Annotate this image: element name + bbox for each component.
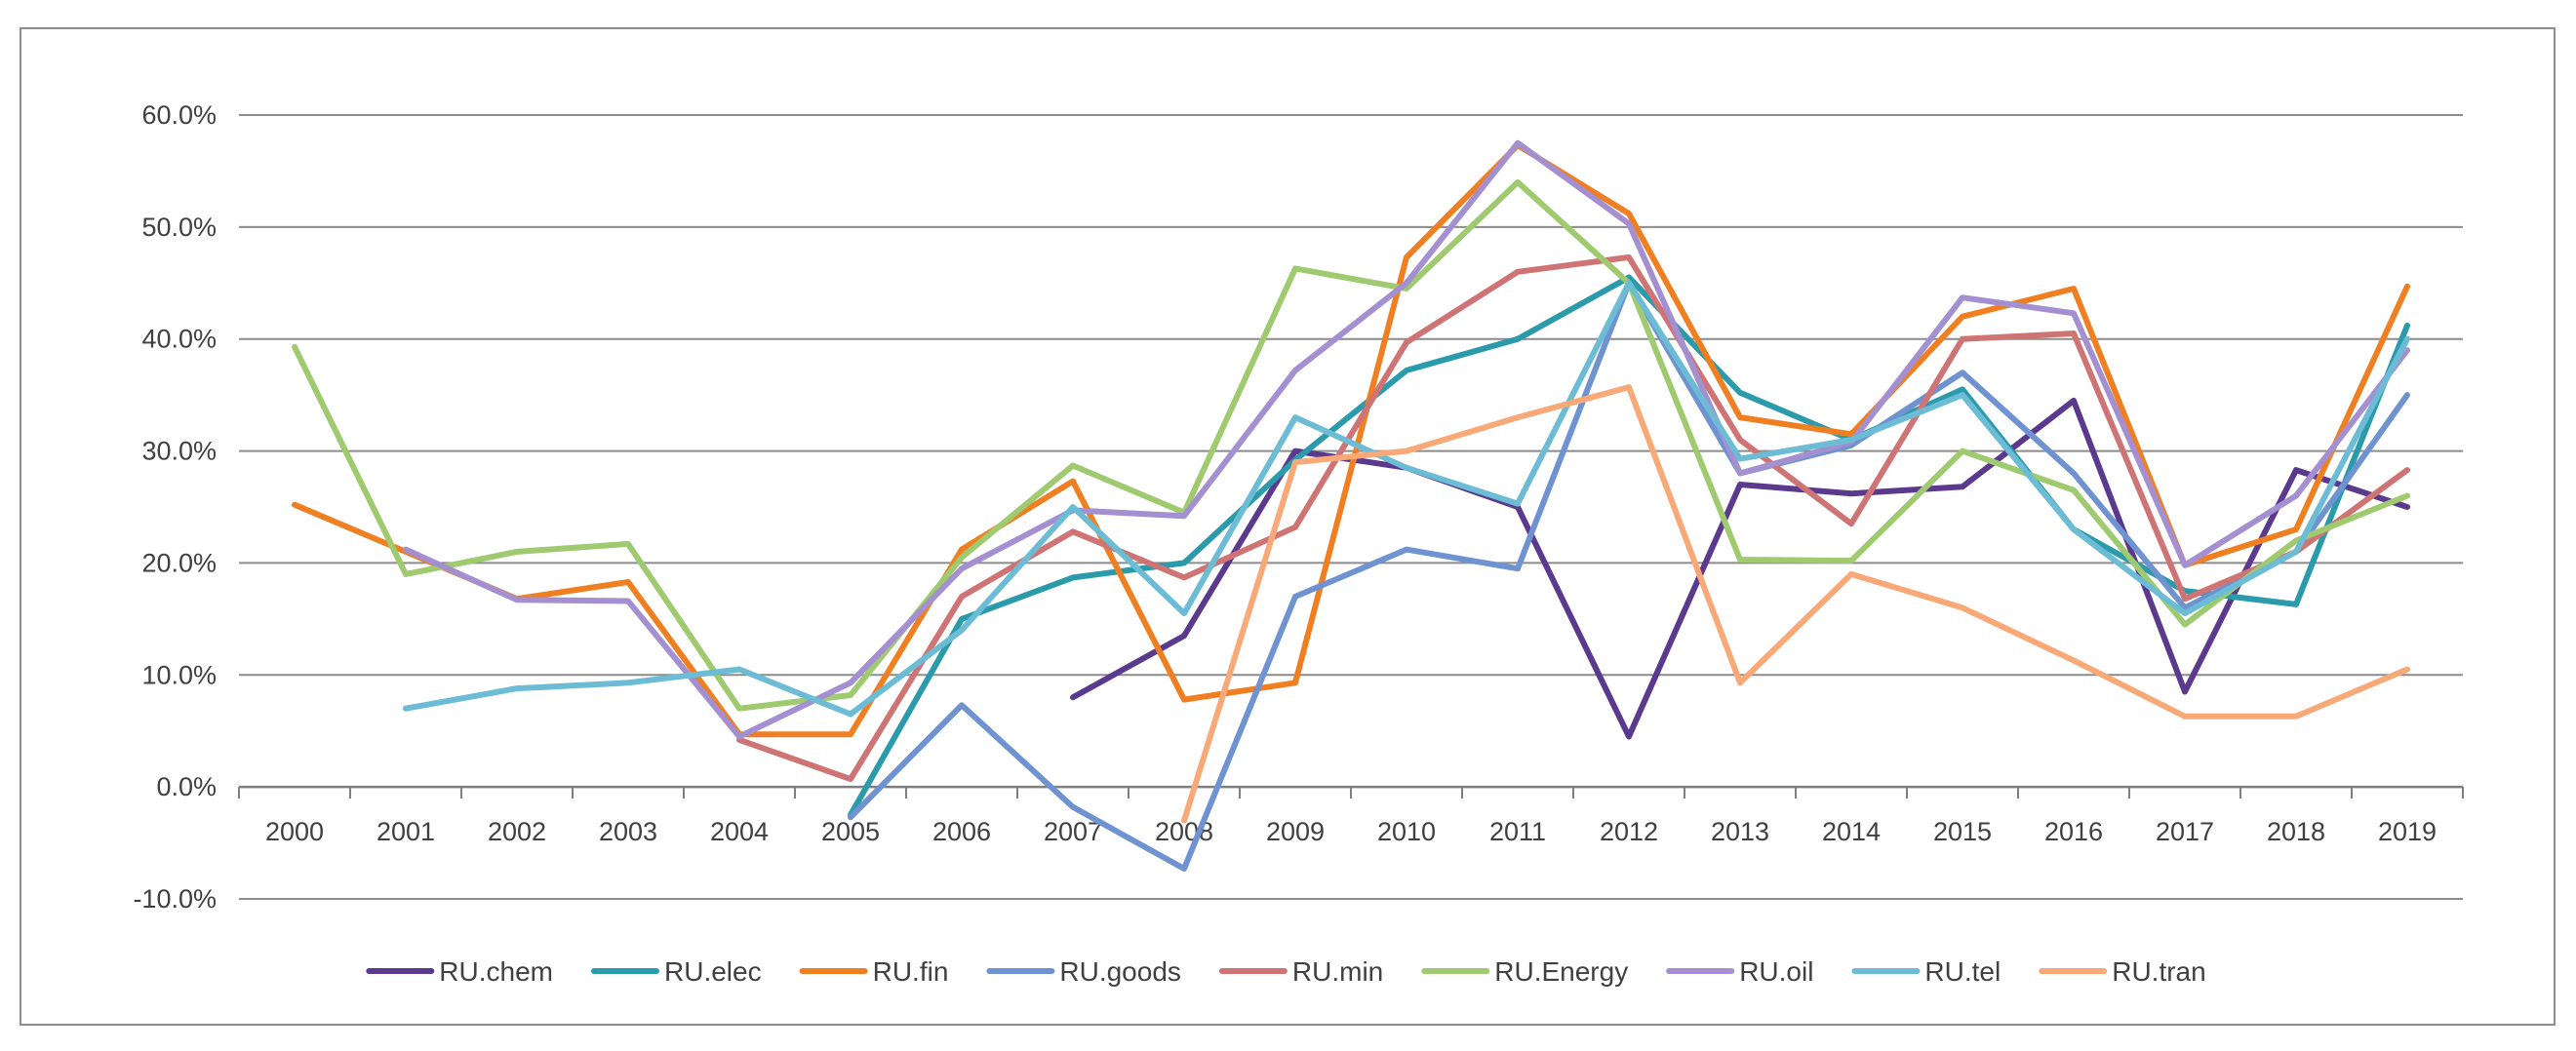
x-tick-label: 2002 — [488, 817, 546, 846]
legend-item: RU.fin — [799, 956, 949, 987]
series-ru-tel — [403, 280, 2410, 718]
series-line — [848, 274, 2410, 818]
series-ru-min — [736, 253, 2410, 783]
x-tick-label: 2018 — [2267, 817, 2325, 846]
legend-item: RU.oil — [1666, 956, 1813, 987]
legend-item: RU.tran — [2039, 956, 2206, 987]
x-tick-label: 2017 — [2156, 817, 2214, 846]
x-tick-label: 2007 — [1044, 817, 1102, 846]
y-tick-label: 50.0% — [141, 213, 217, 242]
series-line — [1070, 397, 2410, 740]
legend-label: RU.tran — [2112, 956, 2205, 987]
legend-item: RU.Energy — [1421, 956, 1628, 987]
legend-item: RU.min — [1218, 956, 1383, 987]
legend-item: RU.goods — [986, 956, 1181, 987]
series-line — [292, 178, 2410, 712]
series-ru-elec — [848, 274, 2410, 818]
legend-label: RU.min — [1292, 956, 1383, 987]
series-ru-oil — [403, 139, 2410, 740]
series-line — [1181, 384, 2410, 824]
x-tick-label: 2016 — [2044, 817, 2103, 846]
x-tick-label: 2000 — [265, 817, 324, 846]
x-tick-label: 2003 — [599, 817, 657, 846]
series-line — [403, 280, 2410, 718]
legend-label: RU.fin — [873, 956, 949, 987]
x-tick-label: 2010 — [1377, 817, 1436, 846]
y-tick-label: 10.0% — [141, 660, 217, 689]
x-tick-label: 2005 — [821, 817, 880, 846]
x-tick-label: 2015 — [1933, 817, 1992, 846]
y-tick-label: 40.0% — [141, 325, 217, 354]
y-tick-label: 30.0% — [141, 437, 217, 466]
x-axis: 2000 2001 2002 2003 2004 2005 2006 2007 2008 2009… — [238, 785, 2464, 846]
legend-label: RU.tel — [1924, 956, 2001, 987]
x-tick-label: 2014 — [1822, 817, 1881, 846]
y-tick-label: 20.0% — [141, 548, 217, 577]
series-lines — [292, 139, 2410, 872]
x-tick-label: 2013 — [1711, 817, 1769, 846]
x-tick-label: 2011 — [1489, 817, 1546, 846]
legend-item: RU.elec — [591, 956, 762, 987]
x-tick-label: 2004 — [710, 817, 769, 846]
y-tick-label: 0.0% — [156, 772, 217, 801]
x-tick-label: 2001 — [376, 817, 435, 846]
series-ru-fin — [292, 142, 2410, 738]
series-ru-energy — [292, 178, 2410, 712]
series-line — [292, 142, 2410, 738]
x-tick-label: 2009 — [1266, 817, 1325, 846]
series-line — [736, 253, 2410, 783]
x-tick-label: 2012 — [1600, 817, 1658, 846]
series-line — [403, 139, 2410, 740]
chart-frame — [20, 27, 2556, 1026]
gridlines — [239, 114, 2463, 900]
legend-label: RU.elec — [664, 956, 762, 987]
y-tick-label: 60.0% — [141, 100, 217, 130]
legend-item: RU.chem — [366, 956, 553, 987]
series-ru-tran — [1181, 384, 2410, 824]
legend-label: RU.Energy — [1494, 956, 1628, 987]
legend: RU.chem RU.elec RU.fin RU.goods RU.min RU.Ene… — [366, 956, 2206, 987]
series-ru-chem — [1070, 397, 2410, 740]
legend-label: RU.oil — [1739, 956, 1813, 987]
legend-label: RU.goods — [1059, 956, 1181, 987]
y-axis-ticks: -10.0% 0.0% 10.0% 20.0% 30.0% 40.0% 50.0% 60.0% — [133, 100, 217, 914]
legend-item: RU.tel — [1851, 956, 2001, 987]
x-tick-label: 2019 — [2378, 817, 2437, 846]
legend-label: RU.chem — [439, 956, 553, 987]
x-tick-label: 2006 — [932, 817, 991, 846]
y-tick-label: -10.0% — [133, 884, 217, 914]
